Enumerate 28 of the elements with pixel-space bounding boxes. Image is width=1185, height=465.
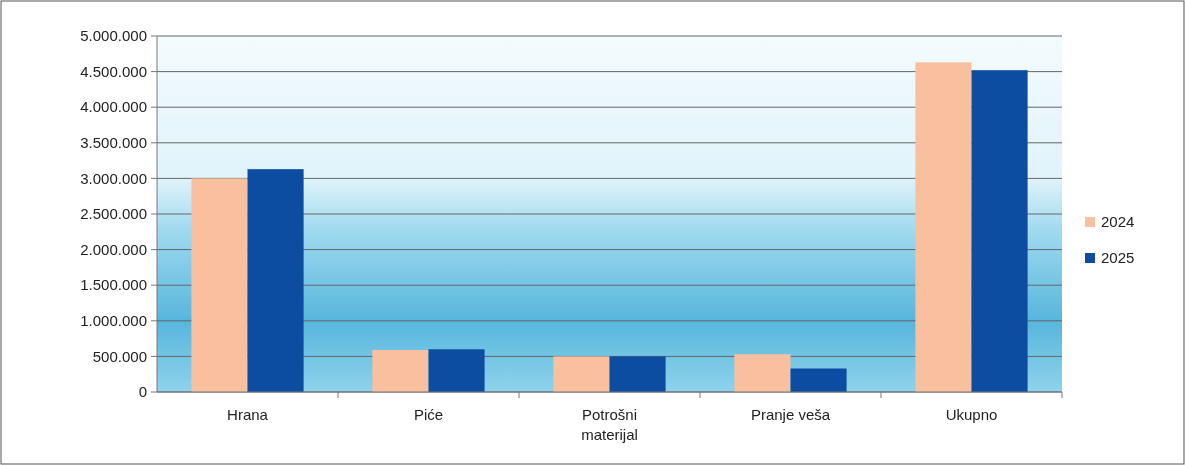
bar (609, 356, 666, 392)
bar (247, 169, 304, 392)
legend-label: 2024 (1101, 213, 1135, 231)
x-tick-label: Piće (413, 406, 444, 423)
legend-label: 2025 (1101, 249, 1135, 267)
x-tick-label: Hrana (227, 406, 269, 423)
y-tick-label: 3.500.000 (80, 134, 147, 152)
y-tick-label: 3.000.000 (80, 169, 147, 187)
bar (971, 70, 1028, 392)
y-tick-label: 500.000 (92, 347, 147, 365)
x-tick-label: Pranje veša (750, 406, 831, 423)
y-tick-label: 2.500.000 (80, 205, 147, 223)
bar (191, 178, 248, 392)
bar (428, 349, 485, 392)
y-tick-label: 4.000.000 (80, 98, 147, 116)
x-tick-label: Ukupno (945, 406, 998, 423)
y-tick-label: 1.500.000 (80, 276, 147, 294)
bar (372, 349, 429, 392)
x-tick-label: Potrošni materijal (581, 406, 638, 443)
y-tick-label: 0 (138, 383, 147, 401)
bar (915, 62, 972, 392)
y-tick-label: 4.500.000 (80, 62, 147, 80)
y-tick-label: 5.000.000 (80, 27, 147, 45)
y-tick-label: 2.000.000 (80, 240, 147, 258)
y-tick-label: 1.000.000 (80, 312, 147, 330)
bar (553, 356, 610, 392)
bar (734, 354, 791, 392)
bar (790, 368, 847, 392)
